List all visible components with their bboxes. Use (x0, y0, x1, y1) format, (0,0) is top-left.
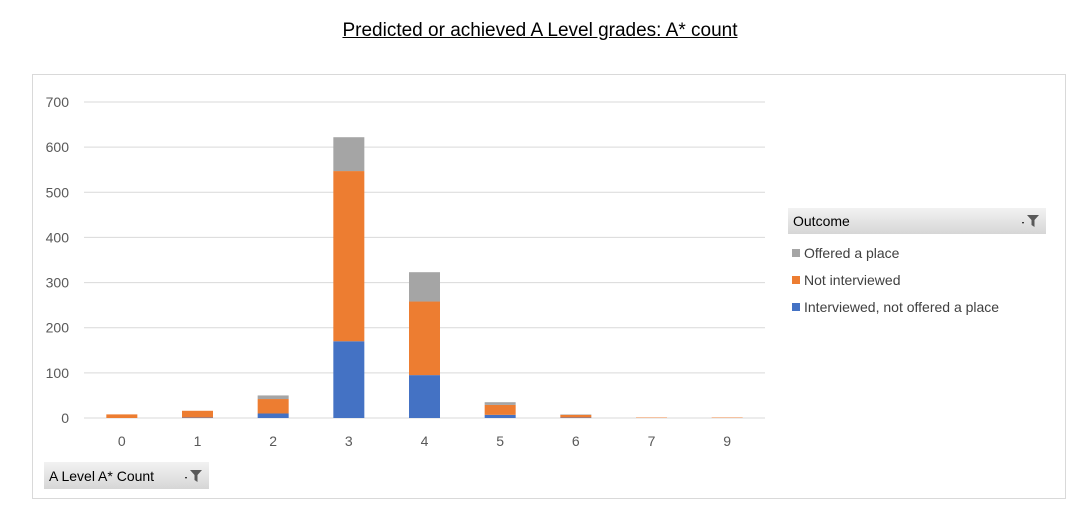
y-tick-label: 300 (46, 275, 70, 291)
x-tick-label: 6 (572, 433, 580, 449)
y-tick-label: 500 (46, 184, 70, 200)
y-tick-label: 700 (46, 94, 70, 110)
bar-segment (484, 402, 516, 405)
bar-segment (560, 414, 592, 418)
bar-segment (409, 301, 440, 376)
y-tick-label: 200 (46, 320, 70, 336)
bar-segment (257, 399, 289, 414)
legend-label-interviewed-not-offered: Interviewed, not offered a place (804, 299, 1000, 315)
legend-item-interviewed-not-offered: Interviewed, not offered a place (792, 299, 1046, 315)
bar-segment (484, 404, 516, 415)
bar-segment (409, 375, 440, 418)
chart-legend: Outcome Offered a place Not interviewed … (788, 208, 1046, 315)
bar-segment (409, 272, 440, 302)
axis-field-label: A Level A* Count (49, 467, 155, 484)
legend-item-offered: Offered a place (792, 245, 1046, 261)
y-tick-label: 0 (61, 410, 69, 426)
x-tick-label: 7 (648, 433, 656, 449)
legend-item-not-interviewed: Not interviewed (792, 272, 1046, 288)
filter-funnel-icon[interactable] (1020, 214, 1040, 228)
chart-title: Predicted or achieved A Level grades: A*… (342, 20, 738, 41)
legend-swatch-interviewed-not-offered (792, 303, 800, 311)
chart-plot: 0 100 200 300 400 500 600 700 0 1 2 3 4 5 6 7 9 (46, 94, 765, 449)
y-tick-label: 100 (46, 365, 70, 381)
bar-segment (106, 414, 138, 418)
legend-title: Outcome (793, 213, 850, 229)
x-tick-label: 2 (269, 433, 277, 449)
legend-filter-button[interactable]: Outcome (788, 208, 1046, 234)
x-tick-label: 4 (421, 433, 429, 449)
legend-swatch-offered (792, 249, 800, 257)
bar-segment (257, 413, 289, 418)
bar-segment (333, 171, 365, 342)
chart-frame: 0 100 200 300 400 500 600 700 0 1 2 3 4 5 6 7 9 (32, 74, 1066, 499)
y-tick-label: 600 (46, 139, 70, 155)
bar-segment (257, 395, 289, 400)
bar-segment (484, 414, 516, 418)
x-tick-label: 5 (496, 433, 504, 449)
x-tick-label: 9 (723, 433, 731, 449)
bar-segment (333, 341, 365, 418)
bar-segment (333, 137, 365, 172)
legend-label-not-interviewed: Not interviewed (804, 272, 901, 288)
legend-swatch-not-interviewed (792, 276, 800, 284)
x-tick-label: 3 (345, 433, 353, 449)
bar-segment (182, 410, 213, 418)
y-tick-label: 400 (46, 229, 70, 245)
filter-funnel-icon[interactable] (183, 469, 203, 483)
legend-label-offered: Offered a place (804, 245, 900, 261)
x-tick-label: 0 (118, 433, 126, 449)
x-tick-label: 1 (194, 433, 202, 449)
axis-field-filter-button[interactable]: A Level A* Count (44, 462, 209, 489)
